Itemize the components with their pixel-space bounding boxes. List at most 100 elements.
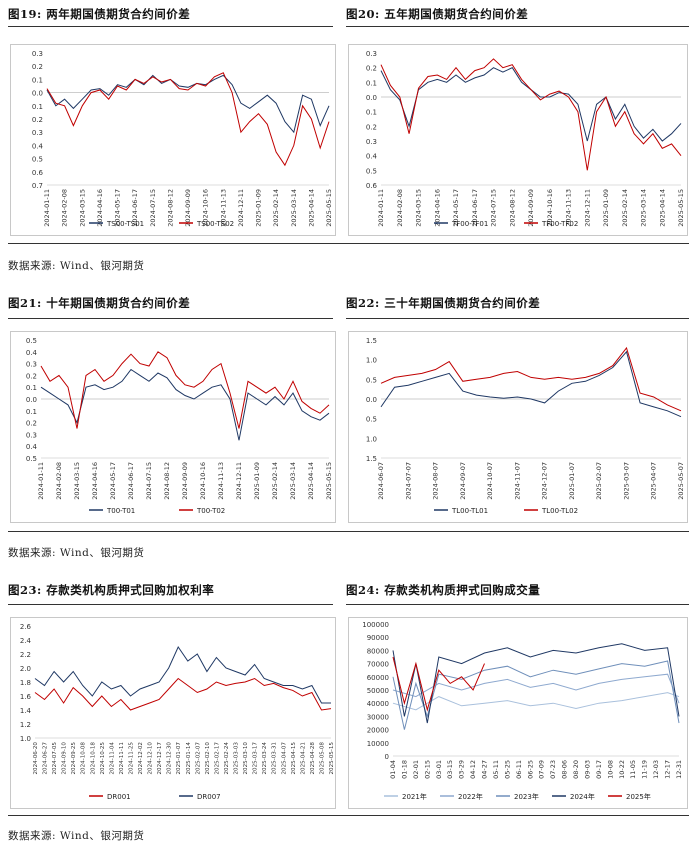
y-tick-label: 0.2 [26, 420, 37, 428]
y-tick-label: 0.4 [366, 153, 378, 161]
y-tick-label: 2.2 [20, 651, 31, 659]
chart-24: 1000009000080000700006000050000400003000… [362, 621, 683, 801]
title-rule [346, 26, 689, 27]
y-tick-label: 0.0 [26, 396, 37, 404]
chart-panel-23: 2.6 2.4 2.2 2.0 1.8 1.6 1.4 1.2 1.0 2024-06-20 202… [10, 617, 336, 809]
legend-label: 2024年 [570, 792, 595, 801]
x-tick-label: 2025-03-31 [272, 742, 278, 775]
x-tick-label: 2025-03-10 [243, 742, 249, 775]
x-tick-label: 08-06 [561, 760, 569, 779]
y-tick-label: 0.4 [26, 443, 38, 451]
legend-label: TS00-TS02 [196, 220, 234, 228]
y-tick-label: 0.7 [32, 182, 43, 190]
x-tick-label: 2024-12-11 [583, 189, 591, 227]
series-line [380, 346, 682, 412]
y-tick-label: 60000 [367, 674, 389, 682]
x-tick-label: 2024-10-07 [486, 462, 494, 500]
x-tick-label: 08-20 [572, 760, 580, 779]
y-tick-label: 70000 [367, 661, 389, 669]
x-tick-label: 2024-09-07 [459, 462, 467, 500]
x-tick-label: 2024-11-25 [128, 742, 134, 775]
chart-panel-20: 0.3 0.2 0.1 0.0 0.1 0.2 0.3 0.4 0.5 0.6 2024-01-11… [348, 44, 688, 236]
x-tick-label: 2024-07-15 [490, 189, 498, 227]
x-tick-label: 2025-02-14 [271, 462, 279, 500]
y-tick-label: 0.3 [26, 431, 37, 439]
title-rule [8, 26, 333, 27]
y-tick-label: 0.4 [26, 349, 38, 357]
legend-label: T00-T01 [106, 507, 135, 515]
x-tick-label: 2025-05-08 [319, 742, 325, 775]
figure-title-20: 图20: 五年期国债期货合约间价差 [346, 7, 529, 21]
source-rule [8, 815, 689, 816]
x-tick-label: 2025-03-07 [622, 462, 630, 500]
series-line [380, 58, 682, 171]
title-rule [346, 604, 689, 605]
legend-label: DR001 [107, 793, 131, 801]
y-tick-label: 0.3 [366, 138, 377, 146]
x-tick-label: 2024-01-11 [377, 189, 385, 227]
x-tick-label: 2024-09-09 [181, 462, 189, 500]
x-tick-label: 2024-05-17 [114, 189, 122, 227]
x-tick-label: 11-05 [629, 760, 637, 779]
x-tick-label: 03-29 [458, 760, 466, 779]
x-tick-label: 12-17 [664, 760, 672, 779]
x-tick-label: 2025-03-17 [253, 742, 259, 775]
y-tick-label: 1.6 [20, 693, 32, 701]
y-tick-label: 0.5 [26, 455, 37, 463]
figure-title-22: 图22: 三十年期国债期货合约间价差 [346, 296, 541, 310]
x-tick-label: 2025-01-09 [253, 462, 261, 500]
x-tick-label: 2024-11-04 [109, 742, 115, 775]
source-rule [8, 531, 689, 532]
x-tick-label: 2024-07-15 [149, 189, 157, 227]
x-tick-label: 2025-04-28 [310, 742, 316, 775]
x-tick-label: 2025-04-07 [650, 462, 658, 500]
x-tick-label: 2024-12-02 [138, 742, 144, 775]
series-line [46, 74, 330, 134]
x-tick-label: 2024-02-08 [61, 189, 69, 227]
x-tick-label: 09-03 [583, 760, 591, 779]
chart-20: 0.3 0.2 0.1 0.0 0.1 0.2 0.3 0.4 0.5 0.62024-01-11… [366, 50, 685, 228]
x-tick-label: 2024-11-07 [513, 462, 521, 500]
x-tick-label: 2024-07-07 [404, 462, 412, 500]
x-tick-label: 2025-03-24 [262, 742, 268, 775]
y-tick-label: 1.4 [20, 707, 32, 715]
x-tick-label: 2024-02-08 [396, 189, 404, 227]
x-tick-label: 2025-01-14 [186, 742, 192, 775]
y-tick-label: 0.3 [32, 50, 43, 58]
x-tick-label: 2025-04-07 [281, 742, 287, 775]
y-tick-label: 0.1 [366, 109, 377, 117]
x-tick-label: 05-11 [492, 760, 500, 779]
series-line [34, 645, 331, 704]
x-tick-label: 2024-09-25 [71, 742, 77, 775]
source-note-1: 数据来源: Wind、银河期货 [8, 260, 145, 272]
series-line [380, 350, 682, 418]
x-tick-label: 2025-04-21 [300, 742, 306, 775]
x-tick-label: 2024-02-08 [55, 462, 63, 500]
y-tick-label: 0.0 [32, 90, 43, 98]
y-tick-label: 0.0 [366, 396, 377, 404]
x-tick-label: 2024-11-11 [119, 742, 125, 775]
y-tick-label: 2.6 [20, 623, 32, 631]
x-tick-label: 02-15 [423, 760, 431, 779]
x-tick-label: 2025-03-14 [289, 462, 297, 500]
y-tick-label: 0.1 [26, 408, 37, 416]
legend-label: TS00-TS01 [106, 220, 144, 228]
x-tick-label: 2025-04-15 [291, 742, 297, 775]
x-tick-label: 2024-11-13 [565, 189, 573, 227]
x-tick-label: 2025-05-15 [325, 189, 333, 227]
x-tick-label: 2024-03-15 [78, 189, 86, 227]
x-tick-label: 2024-12-17 [157, 742, 163, 775]
x-tick-label: 2024-04-16 [433, 189, 441, 227]
x-tick-label: 09-17 [595, 760, 603, 779]
x-tick-label: 2024-12-10 [148, 742, 154, 775]
x-tick-label: 2024-12-11 [237, 189, 245, 227]
x-tick-label: 2024-11-13 [219, 189, 227, 227]
x-tick-label: 2025-02-14 [621, 189, 629, 227]
title-rule [8, 604, 333, 605]
x-tick-label: 10-08 [606, 760, 614, 779]
x-tick-label: 2024-01-11 [37, 462, 45, 500]
series-line [40, 368, 330, 441]
x-tick-label: 2025-02-24 [224, 742, 230, 775]
